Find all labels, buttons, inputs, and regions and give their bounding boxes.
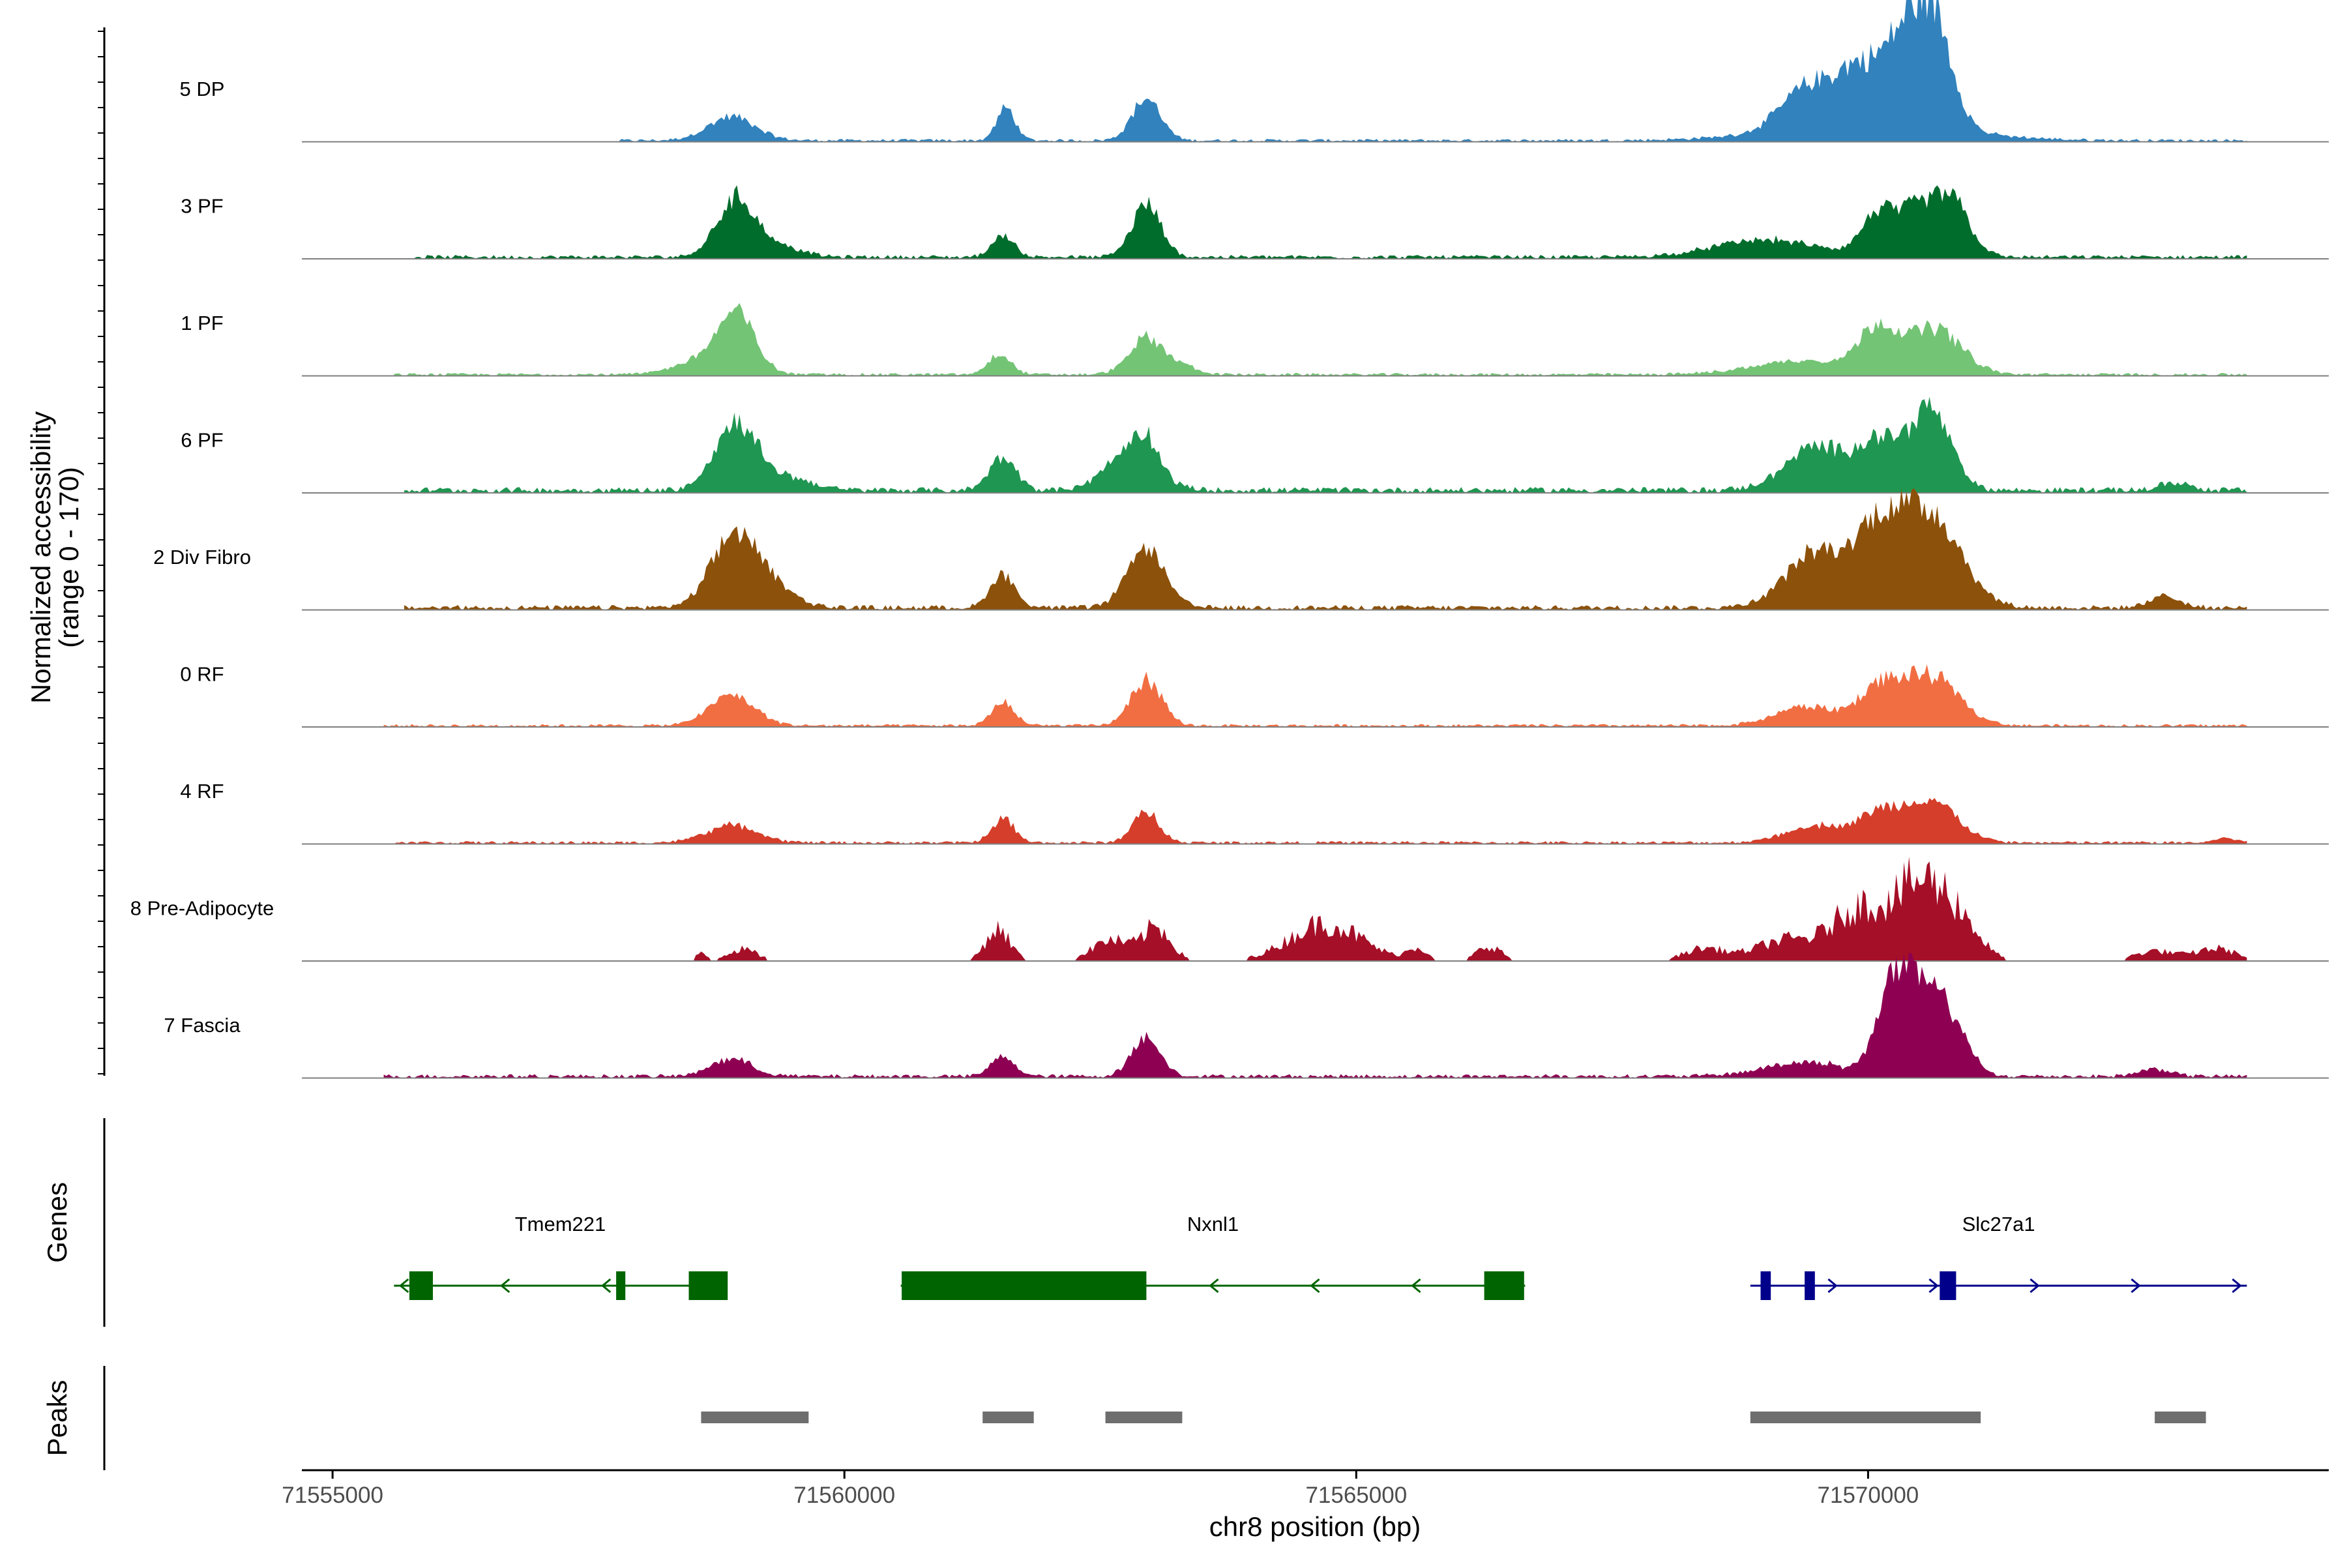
coverage-area <box>404 488 2247 610</box>
track-1: 3 PF <box>181 185 2329 259</box>
gene-label: Slc27a1 <box>1962 1213 2035 1235</box>
gene-tmem221: Tmem221 <box>394 1213 728 1300</box>
strand-arrow <box>2232 1278 2242 1294</box>
gene-exon <box>409 1271 433 1300</box>
strand-arrow <box>1310 1278 1320 1294</box>
track-label: 6 PF <box>181 429 223 452</box>
coverage-area <box>383 664 2247 727</box>
x-axis-title: chr8 position (bp) <box>1209 1511 1421 1542</box>
y-axis-label-line2: (range 0 - 170) <box>53 467 84 648</box>
coverage-y-ticks <box>98 31 104 1074</box>
x-tick-label: 71565000 <box>1305 1483 1407 1508</box>
track-0: 5 DP <box>180 0 2329 143</box>
x-axis-ticks: 71555000 71560000 71565000 71570000 <box>282 1470 1919 1508</box>
strand-arrow <box>1209 1278 1219 1294</box>
track-label: 2 Div Fibro <box>153 546 251 569</box>
gene-exon <box>902 1271 1147 1300</box>
strand-arrow <box>1928 1278 1939 1294</box>
track-label: 3 PF <box>181 195 223 218</box>
peak-region <box>1105 1412 1183 1423</box>
peaks-panel-label: Peaks <box>42 1380 72 1457</box>
coverage-area <box>394 303 2247 376</box>
strand-arrow <box>1411 1278 1421 1294</box>
x-tick-label: 71555000 <box>282 1483 383 1508</box>
y-axis-label-line1: Normalized accessibility <box>25 411 56 703</box>
x-tick-label: 71560000 <box>793 1483 895 1508</box>
gene-exon <box>1484 1271 1524 1300</box>
peak-regions <box>701 1412 2206 1423</box>
coverage-area <box>404 396 2247 493</box>
track-3: 6 PF <box>181 396 2329 494</box>
genes-panel: Genes Tmem221 Nxnl1 Slc27a1 <box>42 1118 2247 1327</box>
track-label: 1 PF <box>181 312 223 334</box>
peak-region <box>1750 1412 1981 1423</box>
track-6: 4 RF <box>180 780 2329 845</box>
coverage-area <box>383 953 2247 1078</box>
coverage-area <box>394 798 2247 844</box>
peaks-panel: Peaks <box>42 1366 2206 1470</box>
gene-nxnl1: Nxnl1 <box>900 1213 1526 1300</box>
gene-exon <box>688 1271 728 1300</box>
gene-exon <box>1940 1271 1956 1300</box>
genes-panel-label: Genes <box>42 1182 72 1263</box>
track-2: 1 PF <box>181 303 2329 377</box>
strand-arrow <box>1827 1278 1838 1294</box>
strand-arrow <box>2030 1278 2040 1294</box>
peak-region <box>982 1412 1034 1423</box>
strand-arrow <box>600 1278 612 1294</box>
gene-exon <box>616 1271 626 1300</box>
gene-exon <box>1805 1271 1815 1300</box>
track-label: 4 RF <box>180 780 224 803</box>
coverage-area <box>690 856 2247 961</box>
x-tick-label: 71570000 <box>1818 1483 1919 1508</box>
track-label: 5 DP <box>180 78 225 100</box>
track-label: 8 Pre-Adipocyte <box>130 897 274 920</box>
peak-region <box>2155 1412 2206 1423</box>
gene-label: Nxnl1 <box>1187 1213 1239 1235</box>
coverage-area <box>414 185 2247 259</box>
coverage-panel: Normalized accessibility (range 0 - 170)… <box>25 0 2329 1079</box>
gene-models: Tmem221 Nxnl1 Slc27a1 <box>394 1213 2247 1300</box>
track-7: 8 Pre-Adipocyte <box>130 856 2329 962</box>
track-8: 7 Fascia <box>164 953 2329 1079</box>
gene-slc27a1: Slc27a1 <box>1750 1213 2247 1300</box>
coverage-area <box>619 0 2247 142</box>
track-label: 0 RF <box>180 663 224 686</box>
gene-label: Tmem221 <box>515 1213 606 1235</box>
x-axis: 71555000 71560000 71565000 71570000 chr8 po… <box>282 1469 2329 1542</box>
strand-arrow <box>2131 1278 2141 1294</box>
track-4: 2 Div Fibro <box>153 488 2329 611</box>
strand-arrow <box>398 1278 409 1294</box>
strand-arrow <box>499 1278 510 1294</box>
track-5: 0 RF <box>180 663 2329 728</box>
coverage-tracks: 5 DP 3 PF 1 PF 6 PF 2 Div Fibro 0 RF 4 RF 8 Pre… <box>130 0 2329 1079</box>
track-label: 7 Fascia <box>164 1014 241 1037</box>
peak-region <box>701 1412 809 1423</box>
gene-exon <box>1760 1271 1771 1300</box>
